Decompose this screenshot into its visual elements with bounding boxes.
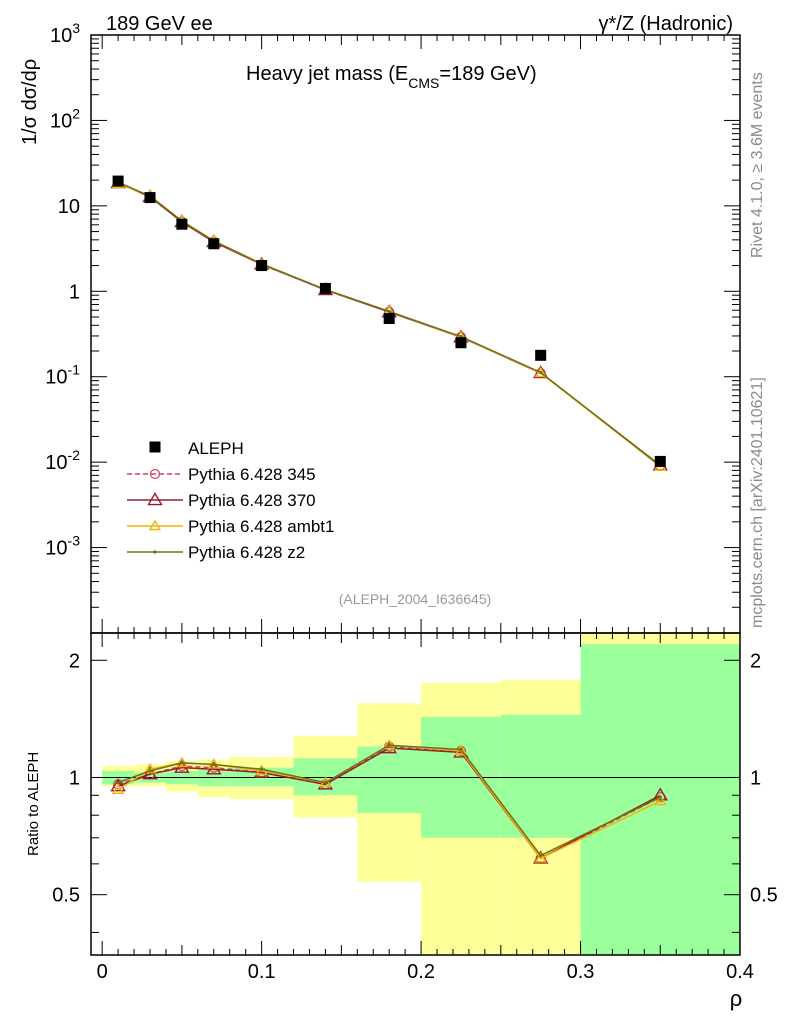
legend-label-pythia-6-428-345: Pythia 6.428 345 (188, 465, 316, 484)
legend: ALEPH Pythia 6.428 345 Pythia 6.428 370 Pyt… (127, 439, 334, 562)
legend-marker-pythia-6-428-370 (147, 492, 163, 506)
x-tick-label: 0.3 (567, 961, 595, 983)
chart-title: Heavy jet mass (ECMS=189 GeV) (246, 63, 537, 91)
legend-marker-aleph (149, 441, 161, 453)
ratio-frame (90, 632, 741, 956)
ratio-point-pythia-6-428-z2 (180, 761, 184, 765)
main-line-pythia-6-428-z2 (117, 181, 661, 467)
ratio-band-green (500, 714, 581, 838)
main-point-pythia-6-428-z2 (539, 370, 543, 375)
x-tick-label: 0.2 (407, 961, 435, 983)
ratio-point-pythia-6-428-z2 (387, 743, 391, 747)
data-point-aleph (208, 238, 220, 250)
ratio-line-pythia-6-428-ambt1 (117, 744, 661, 860)
data-point-aleph (383, 313, 395, 325)
main-line-pythia-6-428-370 (117, 182, 661, 466)
main-line-pythia-6-428-ambt1 (117, 183, 661, 468)
legend-label-aleph: ALEPH (188, 439, 244, 458)
x-tick-label: 0 (97, 961, 108, 983)
y-axis-label-main: 1/σ dσ/dρ (19, 59, 41, 145)
main-point-pythia-6-428-ambt1 (534, 366, 547, 378)
y-tick-label-main: 10 (58, 196, 80, 218)
data-point-aleph (256, 260, 268, 272)
legend-marker-pythia-6-428-ambt1 (148, 519, 162, 531)
main-point-pythia-6-428-z2 (387, 309, 391, 314)
ratio-point-pythia-6-428-ambt1 (454, 744, 468, 756)
ratio-point-pythia-6-428-ambt1 (111, 783, 125, 794)
ratio-point-pythia-6-428-ambt1 (143, 762, 157, 774)
x-tick-label: 0.4 (726, 961, 754, 983)
axis-ticks (91, 34, 741, 955)
data-point-aleph (144, 192, 156, 204)
x-tick-label: 0.1 (248, 961, 276, 983)
ratio-point-pythia-6-428-z2 (323, 781, 328, 785)
legend-label-pythia-6-428-z2: Pythia 6.428 z2 (188, 543, 305, 562)
header-right: γ*/Z (Hadronic) (599, 13, 733, 35)
y-tick-label-ratio-right: 1 (750, 767, 761, 789)
y-tick-label-main: 10-3 (45, 533, 80, 560)
ratio-point-pythia-6-428-ambt1 (382, 738, 396, 750)
data-point-aleph (112, 175, 124, 187)
ratio-point-pythia-6-428-z2 (658, 795, 662, 799)
y-tick-label-ratio-right: 2 (750, 650, 761, 672)
y-tick-label-ratio-left: 0.5 (52, 885, 80, 907)
data-point-aleph (535, 349, 547, 361)
legend-marker-pythia-6-428-z2 (153, 550, 157, 554)
legend-label-pythia-6-428-370: Pythia 6.428 370 (188, 491, 316, 510)
ratio-series (91, 738, 740, 864)
ratio-point-pythia-6-428-370 (110, 778, 126, 792)
main-line-pythia-6-428-345 (117, 181, 661, 467)
analysis-id: (ALEPH_2004_I636645) (339, 591, 492, 607)
ratio-point-pythia-6-428-z2 (260, 767, 264, 771)
y-tick-label-main: 10-2 (45, 447, 80, 474)
data-point-aleph (176, 218, 188, 230)
y-tick-label-ratio-right: 0.5 (750, 885, 778, 907)
data-point-aleph (455, 337, 467, 349)
y-tick-label-ratio-left: 2 (69, 650, 80, 672)
x-axis-label: ρ (730, 986, 743, 1011)
legend-marker-pythia-6-428-345 (149, 468, 161, 480)
legend-label-pythia-6-428-ambt1: Pythia 6.428 ambt1 (188, 517, 334, 536)
ratio-line-pythia-6-428-z2 (117, 744, 661, 857)
ratio-uncertainty-bands (102, 633, 740, 955)
ratio-point-pythia-6-428-z2 (459, 747, 463, 752)
ratio-point-pythia-6-428-ambt1 (175, 756, 189, 768)
y-tick-label-main: 103 (50, 20, 80, 47)
ratio-point-pythia-6-428-370 (652, 787, 668, 801)
ratio-point-pythia-6-428-ambt1 (654, 794, 667, 806)
ratio-point-pythia-6-428-ambt1 (534, 851, 547, 863)
plot-frames (90, 34, 741, 956)
ratio-point-pythia-6-428-z2 (212, 762, 216, 767)
mcplots-credit-label: mcplots.cern.ch [arXiv:2401.10621] (749, 377, 766, 628)
y-axis-label-ratio: Ratio to ALEPH (25, 752, 42, 856)
ratio-point-pythia-6-428-z2 (116, 781, 120, 785)
y-tick-label-main: 1 (69, 281, 80, 303)
y-tick-label-main: 10-1 (45, 362, 80, 389)
y-tick-label-ratio-left: 1 (69, 767, 80, 789)
data-point-aleph (654, 455, 666, 467)
header-left: 189 GeV ee (106, 13, 213, 35)
ratio-point-pythia-6-428-z2 (539, 854, 543, 858)
ratio-point-pythia-6-428-z2 (148, 769, 152, 773)
y-tick-label-main: 102 (50, 105, 80, 132)
data-point-aleph (319, 282, 331, 294)
ratio-band-green (357, 746, 422, 814)
main-series (110, 175, 668, 471)
rivet-version-label: Rivet 4.1.0, ≥ 3.6M events (749, 72, 766, 258)
